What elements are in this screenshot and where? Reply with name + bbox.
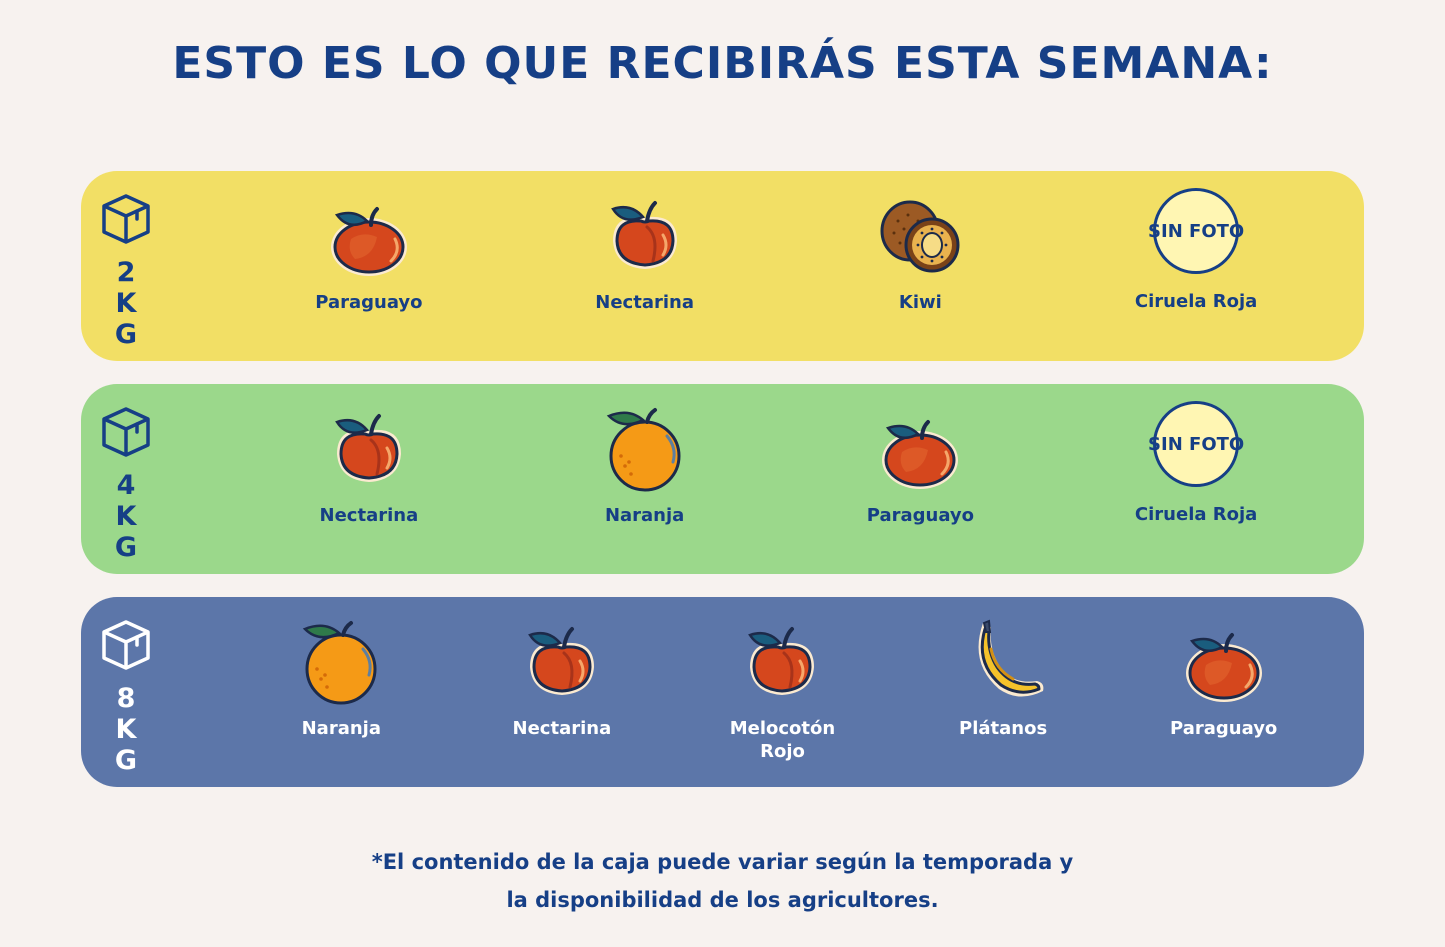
fruit-item: Nectarina: [507, 171, 783, 361]
red-peach-icon: [748, 627, 817, 697]
fruit-name: Ciruela Roja: [1134, 504, 1258, 525]
kiwi-icon: [880, 200, 960, 273]
flat-peach-icon: [1183, 633, 1264, 704]
fruit-item: Nectarina: [231, 384, 507, 574]
box-header: 2KG: [99, 191, 153, 350]
box-icon: [102, 620, 150, 670]
fruit-name: Plátanos: [959, 718, 1048, 739]
box-4kg: 4KG Nectarina Naranja Paraguayo SIN FOTO…: [81, 384, 1364, 574]
box-icon: [102, 407, 150, 457]
box-2kg: 2KG Paraguayo Nectarina Kiwi SIN FOTO Ci…: [81, 171, 1364, 361]
fruit-name: Melocotón Rojo: [729, 718, 836, 762]
box-8kg: 8KG Naranja Nectarina Melocotón Rojo Plá…: [81, 597, 1364, 787]
fruit-name: Paraguayo: [1170, 718, 1278, 739]
no-photo-placeholder: SIN FOTO: [1148, 188, 1244, 274]
no-photo-label: SIN FOTO: [1148, 433, 1245, 455]
disclaimer-line-1: *El contenido de la caja puede variar se…: [371, 850, 1074, 874]
fruit-name: Nectarina: [512, 718, 612, 739]
fruit-item: Naranja: [231, 597, 452, 787]
box-header: 4KG: [99, 404, 153, 563]
flat-peach-icon: [328, 207, 409, 278]
orange-icon: [606, 408, 681, 492]
nectarine-icon: [527, 627, 596, 697]
fruit-item: Nectarina: [452, 597, 673, 787]
fruit-item: Paraguayo: [783, 384, 1059, 574]
fruit-item: Paraguayo: [1113, 597, 1334, 787]
flat-peach-icon: [880, 420, 961, 491]
disclaimer-note: *El contenido de la caja puede variar se…: [0, 843, 1445, 919]
box-weight: 4KG: [114, 470, 138, 563]
orange-icon: [303, 621, 378, 705]
box-weight: 8KG: [114, 683, 138, 776]
box-weight: 2KG: [114, 257, 138, 350]
fruit-list: Paraguayo Nectarina Kiwi SIN FOTO Ciruel…: [231, 171, 1334, 361]
fruit-item: SIN FOTO Ciruela Roja: [1058, 384, 1334, 574]
fruit-name: Paraguayo: [866, 505, 975, 526]
no-photo-label: SIN FOTO: [1148, 220, 1245, 242]
disclaimer-line-2: la disponibilidad de los agricultores.: [506, 888, 939, 912]
fruit-list: Naranja Nectarina Melocotón Rojo Plátano…: [231, 597, 1334, 787]
fruit-item: Melocotón Rojo: [672, 597, 893, 787]
fruit-name: Kiwi: [898, 292, 942, 313]
fruit-name: Ciruela Roja: [1134, 291, 1258, 312]
nectarine-icon: [610, 201, 679, 271]
box-header: 8KG: [99, 617, 153, 776]
fruit-name: Naranja: [604, 505, 685, 526]
box-icon: [102, 194, 150, 244]
fruit-item: Kiwi: [783, 171, 1059, 361]
fruit-item: SIN FOTO Ciruela Roja: [1058, 171, 1334, 361]
fruit-item: Paraguayo: [231, 171, 507, 361]
fruit-name: Naranja: [301, 718, 381, 739]
fruit-name: Paraguayo: [315, 292, 423, 313]
fruit-item: Naranja: [507, 384, 783, 574]
fruit-list: Nectarina Naranja Paraguayo SIN FOTO Cir…: [231, 384, 1334, 574]
fruit-name: Nectarina: [595, 292, 694, 313]
page-title: ESTO ES LO QUE RECIBIRÁS ESTA SEMANA:: [172, 38, 1273, 89]
fruit-name: Nectarina: [319, 505, 419, 526]
no-photo-placeholder: SIN FOTO: [1148, 401, 1244, 487]
fruit-item: Plátanos: [893, 597, 1114, 787]
nectarine-icon: [334, 414, 403, 484]
banana-icon: [977, 619, 1045, 699]
